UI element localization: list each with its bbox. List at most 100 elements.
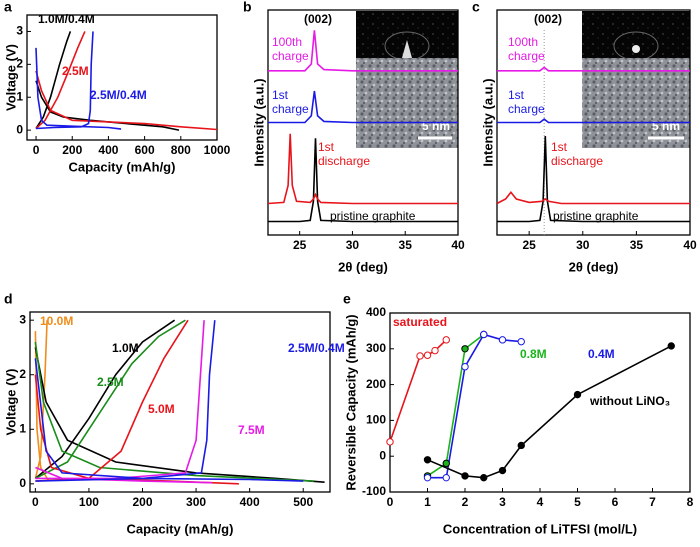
label-line: 1st: [318, 140, 337, 154]
annotation: (002): [304, 12, 332, 26]
x-tick-label: 4: [537, 495, 544, 509]
label-line: discharge: [318, 154, 370, 168]
x-tick-label: 400: [240, 495, 260, 509]
series-label: pristine graphite: [553, 209, 639, 223]
y-tick-label: 1: [16, 89, 23, 103]
y-axis-label: Intensity (a.u.): [251, 78, 266, 166]
label-line: 1st: [508, 88, 527, 102]
series-line: [268, 30, 458, 72]
series-label: 1.0M/0.4M: [38, 12, 95, 26]
x-tick-label: 1: [424, 495, 431, 509]
series-line: [497, 135, 690, 223]
label-line: charge: [508, 102, 545, 116]
x-tick-label: 40: [451, 238, 465, 252]
series-line: [268, 90, 458, 124]
y-tick-label: 3: [19, 312, 26, 326]
y-tick-label: 200: [366, 377, 386, 391]
series-label: 1st charge: [508, 88, 545, 116]
y-tick-label: 3: [16, 24, 23, 38]
x-tick-label: 0: [33, 143, 40, 157]
data-point: [431, 346, 439, 355]
y-tick-label: 100: [366, 413, 386, 427]
y-tick-label: 2: [19, 367, 26, 381]
data-point: [480, 473, 488, 482]
label-line: 100th: [508, 35, 541, 49]
series-label: 1.0M: [112, 341, 139, 355]
y-axis-label: Voltage (V): [3, 369, 18, 436]
x-axis-label: Capacity (mAh/g): [69, 159, 176, 174]
data-point: [442, 336, 450, 344]
y-tick-label: 300: [366, 341, 386, 355]
data-point: [517, 441, 525, 450]
panel-letter: d: [4, 291, 13, 307]
series-label: 100th charge: [508, 35, 545, 63]
series-label: 5.0M: [148, 402, 175, 416]
series-line: [268, 138, 458, 223]
series-label: 1st discharge: [551, 140, 603, 168]
panel-letter: c: [472, 0, 480, 15]
annotation: 5 nm: [422, 119, 450, 133]
x-tick-label: 30: [576, 238, 590, 252]
panel: e0 1 2 3 4 5 6 7 8-1000100200300400Concentration…: [343, 291, 694, 537]
series-label: 1st discharge: [318, 140, 370, 168]
series-label: 10.0M: [40, 314, 73, 328]
x-tick-label: 40: [683, 238, 697, 252]
x-tick-label: 2: [462, 495, 469, 509]
series-label: saturated: [393, 315, 447, 329]
panel: c 25 30 35 40 2θ (deg) Intensity (a.u.) (002) 5 …: [472, 0, 697, 274]
panel-letter: a: [4, 0, 12, 15]
data-point: [423, 456, 432, 464]
series-line: [427, 333, 522, 479]
y-axis-label: Voltage (V): [3, 44, 18, 111]
x-tick-label: 200: [62, 143, 82, 157]
x-tick-label: 400: [98, 143, 118, 157]
series-label: without LiNO₃: [589, 394, 670, 408]
y-axis-label: Intensity (a.u.): [480, 78, 495, 166]
label-line: 100th: [272, 35, 305, 49]
series-label: pristine graphite: [330, 209, 416, 223]
y-tick-label: 0: [16, 122, 23, 136]
x-axis-label: 2θ (deg): [338, 259, 388, 274]
label-line: charge: [272, 49, 309, 63]
y-tick-label: 400: [366, 305, 386, 319]
y-tick-label: 1: [19, 421, 26, 435]
data-point: [517, 337, 525, 346]
series-line: [496, 191, 690, 205]
annotation: 5 nm: [652, 119, 680, 133]
x-axis-label: 2θ (deg): [569, 259, 619, 274]
x-tick-label: 3: [499, 495, 506, 509]
x-tick-label: 600: [135, 143, 155, 157]
series-label: 2.5M: [97, 375, 124, 389]
x-tick-label: 25: [293, 238, 307, 252]
inset-c: [582, 11, 690, 148]
series-line: [34, 319, 325, 483]
plot-frame: [29, 311, 331, 493]
label-line: 1st: [272, 88, 291, 102]
data-point: [461, 363, 469, 371]
y-tick-label: 0: [19, 476, 26, 490]
series-line: [34, 319, 314, 482]
x-tick-label: 0: [387, 495, 394, 509]
series-line: [35, 31, 122, 130]
series-label: 0.8M: [520, 347, 547, 361]
data-point: [461, 472, 469, 480]
series-label: 2.5M/0.4M: [288, 341, 345, 355]
data-point: [573, 390, 582, 399]
x-axis-label: Capacity (mAh/g): [127, 521, 234, 536]
plot-frame: [26, 14, 218, 141]
x-tick-label: 800: [171, 143, 191, 157]
data-point: [423, 473, 432, 482]
panel: b 25 30 35 40 2θ (deg) Intensity (a.u.) (002) 5 …: [243, 0, 465, 274]
y-tick-label: -100: [362, 484, 386, 498]
annotation: (002): [534, 12, 562, 26]
x-axis-label: Concentration of LiTFSI (mol/L): [443, 521, 637, 536]
series-line: [267, 133, 458, 205]
x-tick-label: 200: [132, 495, 152, 509]
series-line: [497, 66, 690, 72]
series-label: 2.5M/0.4M: [90, 88, 147, 102]
x-tick-label: 500: [293, 495, 313, 509]
label-line: 1st: [551, 140, 570, 154]
panel: a 0 200 400 600 800 1000 0 1 2 3 Capacity (mAh/g) Vo…: [3, 0, 230, 174]
x-tick-label: 300: [186, 495, 206, 509]
